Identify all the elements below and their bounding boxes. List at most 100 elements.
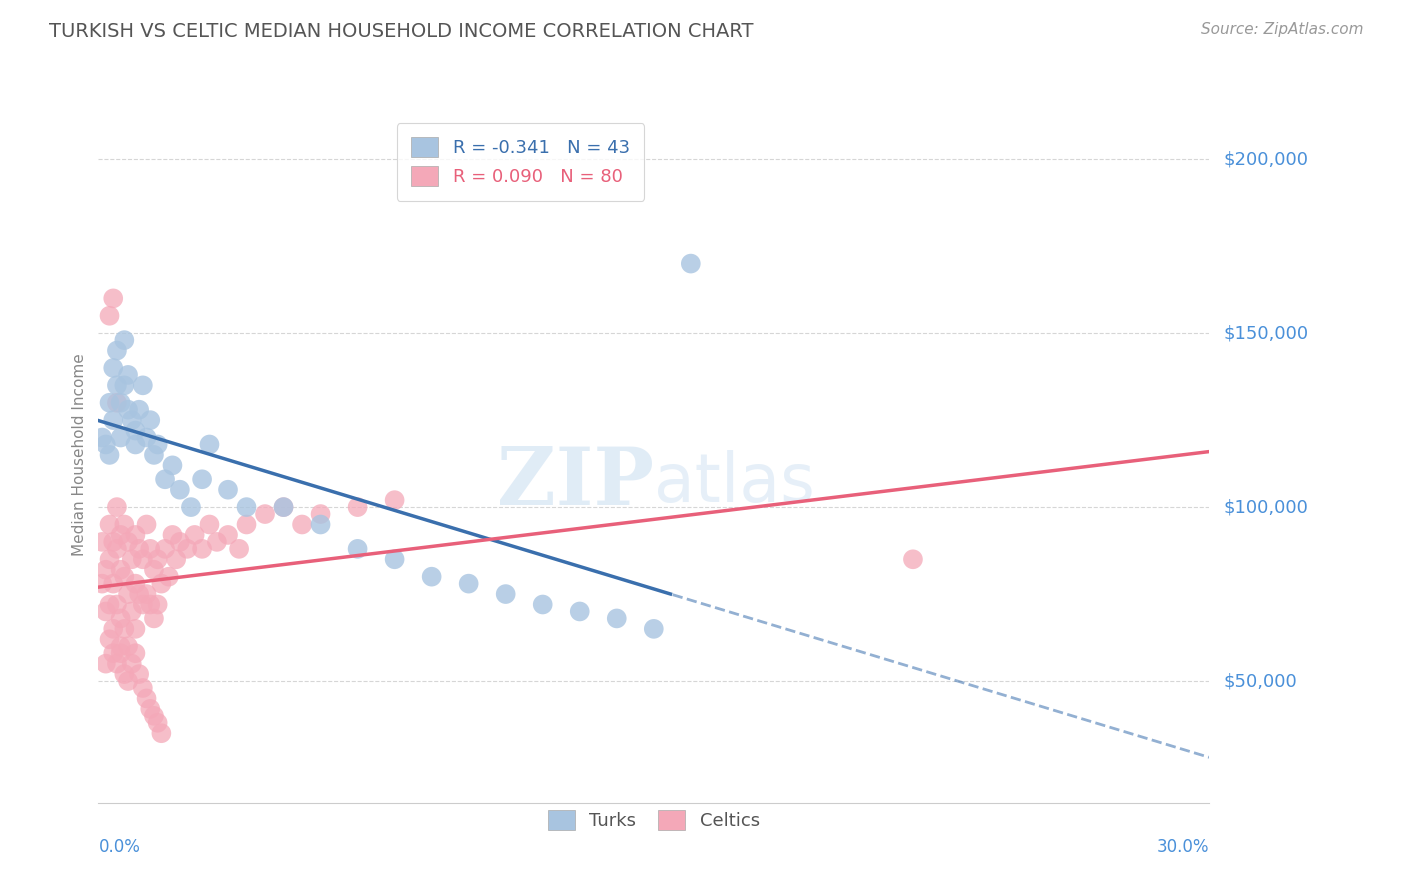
Point xyxy=(165,552,187,566)
Point xyxy=(169,483,191,497)
Point xyxy=(112,517,135,532)
Point xyxy=(135,691,157,706)
Point xyxy=(309,517,332,532)
Point xyxy=(128,667,150,681)
Point xyxy=(91,430,114,444)
Point xyxy=(309,507,332,521)
Point xyxy=(457,576,479,591)
Point xyxy=(105,500,128,514)
Point xyxy=(180,500,202,514)
Point xyxy=(103,646,125,660)
Point xyxy=(139,702,162,716)
Point xyxy=(98,448,121,462)
Point xyxy=(606,611,628,625)
Point xyxy=(235,517,257,532)
Point xyxy=(103,360,125,375)
Point xyxy=(153,541,176,556)
Point xyxy=(94,657,117,671)
Point xyxy=(217,528,239,542)
Point xyxy=(103,291,125,305)
Point xyxy=(183,528,205,542)
Point xyxy=(146,715,169,730)
Point xyxy=(132,552,155,566)
Point xyxy=(384,493,406,508)
Point xyxy=(124,424,146,438)
Text: TURKISH VS CELTIC MEDIAN HOUSEHOLD INCOME CORRELATION CHART: TURKISH VS CELTIC MEDIAN HOUSEHOLD INCOM… xyxy=(49,22,754,41)
Point xyxy=(495,587,517,601)
Point xyxy=(143,448,166,462)
Point xyxy=(110,611,132,625)
Point xyxy=(112,333,135,347)
Point xyxy=(139,541,162,556)
Point xyxy=(132,378,155,392)
Point xyxy=(146,437,169,451)
Point xyxy=(105,657,128,671)
Point xyxy=(157,570,180,584)
Point xyxy=(169,534,191,549)
Point xyxy=(901,552,924,566)
Point xyxy=(384,552,406,566)
Legend: Turks, Celtics: Turks, Celtics xyxy=(536,797,772,842)
Point xyxy=(124,437,146,451)
Point xyxy=(117,587,139,601)
Text: 0.0%: 0.0% xyxy=(98,838,141,855)
Point xyxy=(98,632,121,647)
Point xyxy=(121,413,143,427)
Point xyxy=(150,576,173,591)
Point xyxy=(346,541,368,556)
Point xyxy=(103,576,125,591)
Point xyxy=(98,517,121,532)
Point xyxy=(112,378,135,392)
Point xyxy=(679,257,702,271)
Point xyxy=(110,430,132,444)
Point xyxy=(128,587,150,601)
Point xyxy=(124,646,146,660)
Point xyxy=(135,517,157,532)
Point xyxy=(110,639,132,653)
Point xyxy=(105,541,128,556)
Y-axis label: Median Household Income: Median Household Income xyxy=(72,353,87,557)
Point xyxy=(117,368,139,382)
Point xyxy=(420,570,443,584)
Point xyxy=(346,500,368,514)
Point xyxy=(117,534,139,549)
Point xyxy=(105,395,128,409)
Text: 30.0%: 30.0% xyxy=(1157,838,1209,855)
Point xyxy=(132,598,155,612)
Point xyxy=(128,541,150,556)
Point xyxy=(117,402,139,417)
Point xyxy=(205,534,228,549)
Point xyxy=(110,528,132,542)
Point xyxy=(98,395,121,409)
Point xyxy=(121,605,143,619)
Point xyxy=(191,472,214,486)
Point xyxy=(198,437,221,451)
Point xyxy=(191,541,214,556)
Point xyxy=(198,517,221,532)
Point xyxy=(135,587,157,601)
Point xyxy=(117,674,139,689)
Point xyxy=(143,708,166,723)
Point xyxy=(124,622,146,636)
Point xyxy=(103,534,125,549)
Point xyxy=(105,378,128,392)
Text: atlas: atlas xyxy=(654,450,814,516)
Point xyxy=(112,570,135,584)
Point xyxy=(273,500,295,514)
Text: $50,000: $50,000 xyxy=(1223,672,1296,690)
Point xyxy=(103,413,125,427)
Point xyxy=(143,563,166,577)
Point xyxy=(94,563,117,577)
Point xyxy=(110,395,132,409)
Text: $200,000: $200,000 xyxy=(1223,150,1308,169)
Point xyxy=(143,611,166,625)
Point xyxy=(103,622,125,636)
Text: ZIP: ZIP xyxy=(496,443,654,522)
Point xyxy=(94,437,117,451)
Point xyxy=(124,528,146,542)
Point xyxy=(139,413,162,427)
Point xyxy=(117,639,139,653)
Point xyxy=(128,402,150,417)
Point xyxy=(112,622,135,636)
Point xyxy=(110,563,132,577)
